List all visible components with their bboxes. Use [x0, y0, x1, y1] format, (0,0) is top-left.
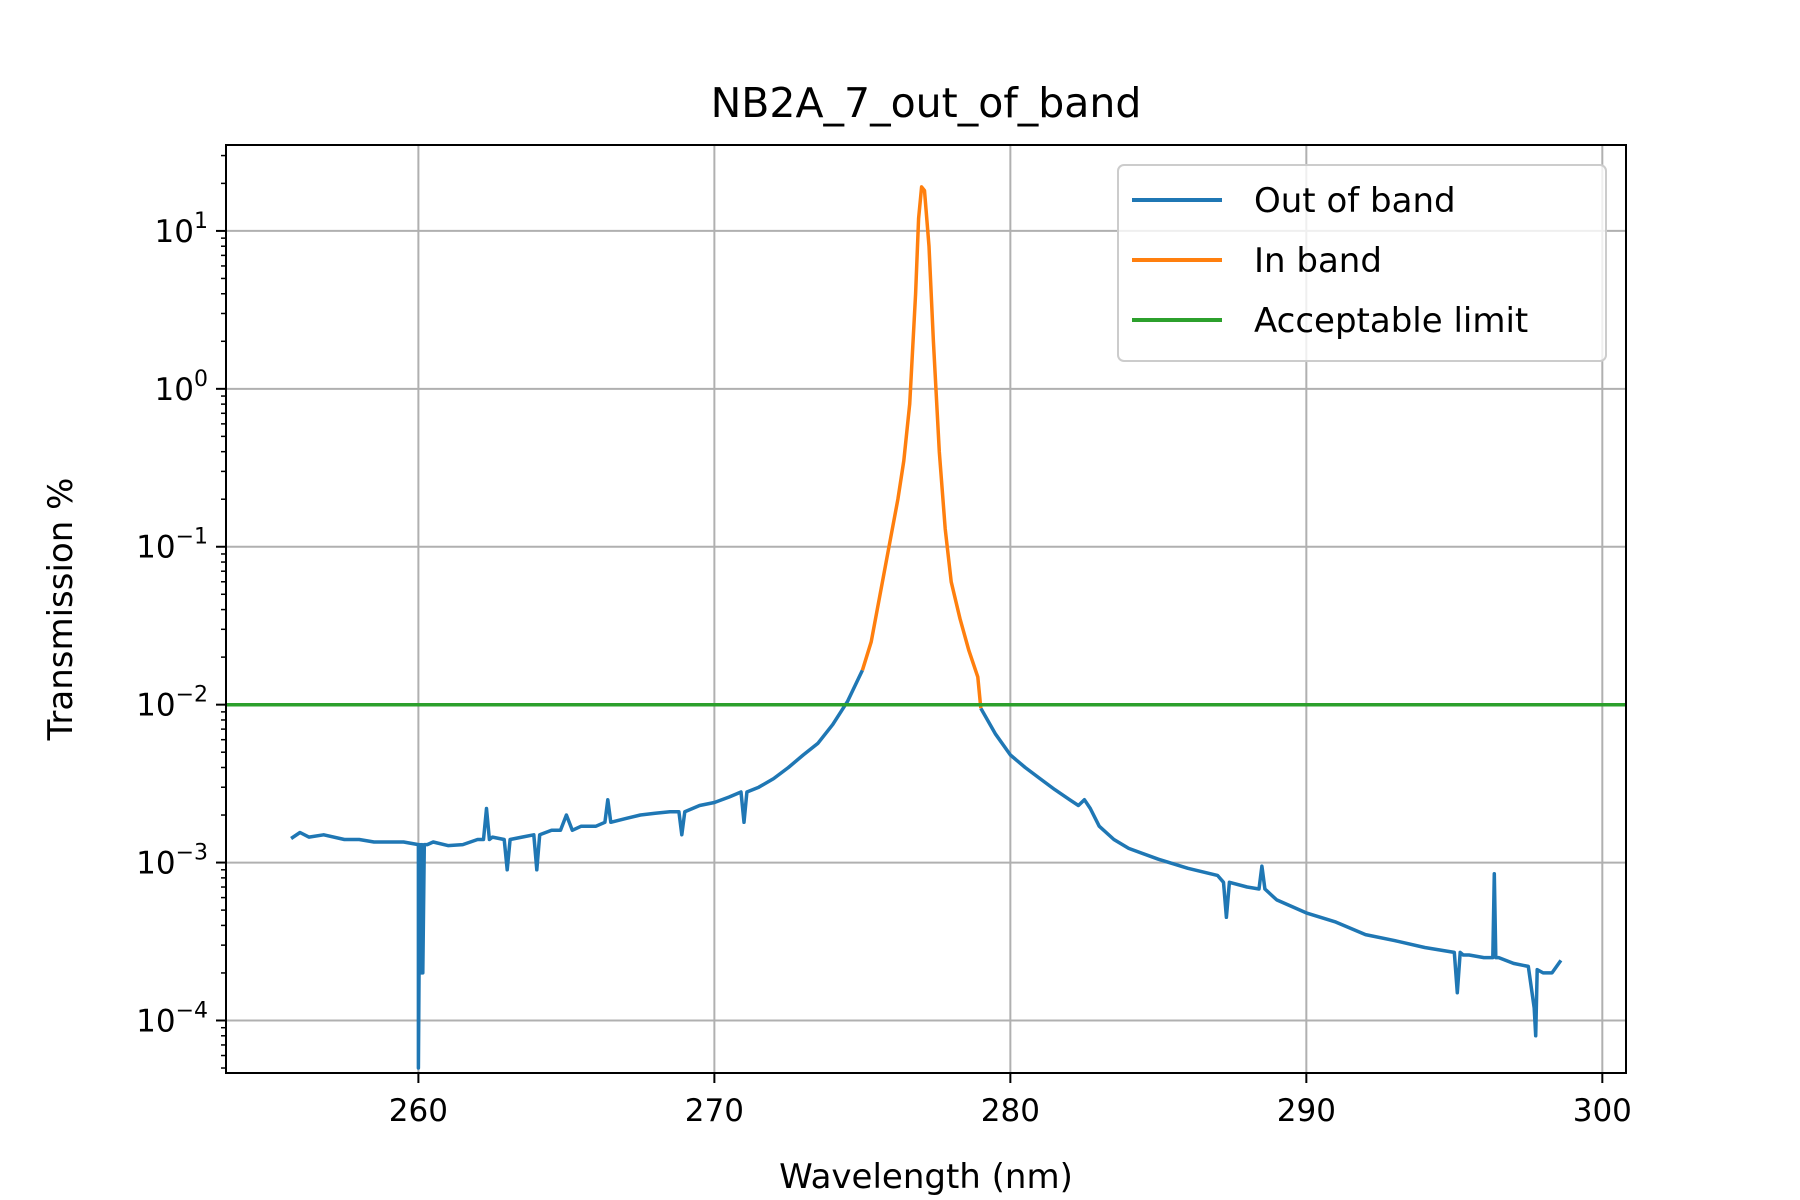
y-tick-base: 10 — [136, 846, 175, 882]
x-tick-label: 260 — [389, 1093, 448, 1129]
x-tick-label: 300 — [1573, 1093, 1632, 1129]
y-tick-label: 10−3 — [136, 841, 208, 882]
x-tick-label: 280 — [981, 1093, 1040, 1129]
y-tick-label: 10−4 — [136, 998, 208, 1039]
x-axis-label: Wavelength (nm) — [779, 1157, 1073, 1197]
y-tick-base: 10 — [136, 688, 175, 724]
y-tick-exponent: −1 — [176, 525, 208, 550]
legend-box — [1117, 164, 1607, 362]
y-tick-base: 10 — [155, 214, 194, 250]
legend: Out of band In band Acceptable limit — [1117, 164, 1607, 362]
y-tick-exponent: −3 — [176, 841, 208, 866]
series-line-out-of-band — [979, 707, 1563, 1038]
y-tick-label: 10−1 — [136, 525, 208, 566]
chart-title: NB2A_7_out_of_band — [711, 79, 1142, 127]
series-group — [226, 185, 1626, 1070]
series-line-out-of-band — [290, 669, 864, 1070]
legend-label: In band — [1254, 241, 1382, 281]
legend-label: Acceptable limit — [1254, 301, 1528, 341]
y-tick-label: 100 — [155, 367, 208, 408]
series-line-in-band — [860, 185, 983, 709]
legend-label: Out of band — [1254, 181, 1456, 221]
y-tick-exponent: −2 — [176, 683, 208, 708]
x-tick-label: 270 — [685, 1093, 744, 1129]
y-tick-label: 101 — [155, 209, 208, 250]
y-tick-label: 10−2 — [136, 683, 208, 724]
y-tick-base: 10 — [155, 372, 194, 408]
y-tick-exponent: 0 — [194, 367, 208, 392]
y-tick-exponent: −4 — [176, 998, 208, 1023]
y-tick-base: 10 — [136, 530, 175, 566]
y-axis-label: Transmission % — [41, 478, 81, 742]
x-tick-label: 290 — [1277, 1093, 1336, 1129]
y-tick-base: 10 — [136, 1003, 175, 1039]
y-tick-exponent: 1 — [194, 209, 208, 234]
